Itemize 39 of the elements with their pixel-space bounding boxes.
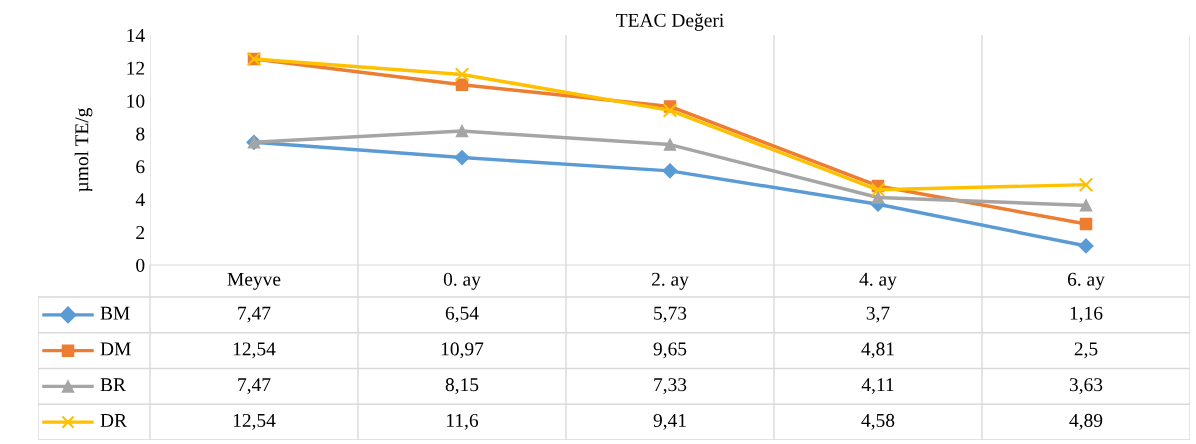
legend-label: BR — [100, 378, 126, 392]
y-tick-label: 6 — [136, 160, 145, 174]
x-tick-label: 2. ay — [651, 272, 689, 290]
y-axis-title: µmol TE/g — [74, 107, 93, 192]
data-label: 3,63 — [1069, 378, 1103, 395]
data-label: 3,7 — [866, 306, 890, 323]
data-label: 5,73 — [654, 306, 687, 323]
x-tick-label: 0. ay — [443, 272, 481, 290]
chart-title: TEAC Değeri — [616, 13, 724, 31]
x-tick-label: 6. ay — [1067, 272, 1105, 290]
data-label: 9,41 — [653, 413, 686, 430]
data-label: 4,11 — [861, 378, 894, 395]
legend-label: BM — [100, 306, 130, 320]
data-label: 10,97 — [441, 342, 484, 359]
y-tick-label: 4 — [135, 193, 145, 207]
data-label: 1,16 — [1070, 306, 1103, 323]
data-label: 4,89 — [1069, 413, 1103, 430]
data-label: 11,6 — [447, 413, 479, 430]
data-label: 4,81 — [861, 342, 894, 359]
y-tick-label: 8 — [136, 127, 145, 141]
x-tick-label: Meyve — [227, 272, 281, 290]
data-label: 8,15 — [445, 378, 479, 395]
data-label: 7,47 — [238, 306, 271, 323]
data-label: 7,33 — [654, 378, 687, 395]
y-tick-label: 10 — [127, 94, 145, 108]
data-label: 7,47 — [238, 378, 271, 395]
legend-label: DR — [100, 414, 127, 427]
legend-label: DM — [100, 342, 131, 356]
y-tick-label: 2 — [136, 226, 145, 239]
data-label: 9,65 — [653, 342, 687, 359]
data-label: 4,58 — [861, 413, 895, 430]
data-label: 2,5 — [1074, 342, 1098, 359]
data-label: 12,54 — [233, 342, 276, 359]
data-label: 12,54 — [233, 413, 276, 430]
y-tick-label: 0 — [136, 258, 145, 272]
y-tick-label: 12 — [127, 61, 145, 75]
y-tick-label: 14 — [127, 28, 145, 42]
data-label: 6,54 — [445, 306, 479, 323]
x-tick-label: 4. ay — [859, 272, 897, 290]
